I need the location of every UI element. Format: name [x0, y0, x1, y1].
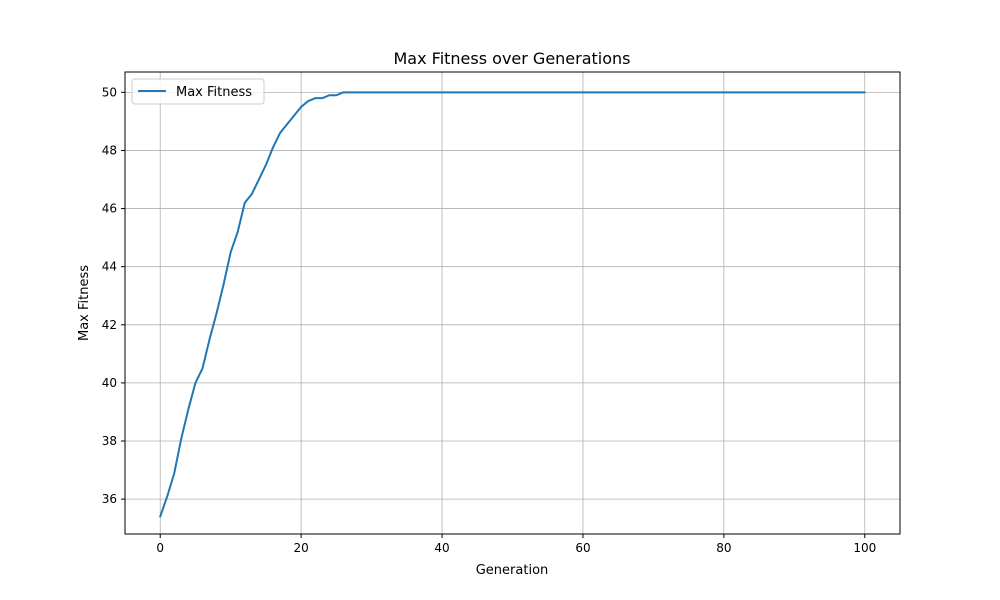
x-tick-label: 60 — [575, 541, 590, 555]
legend-label-max-fitness: Max Fitness — [176, 85, 252, 100]
y-tick-label: 46 — [102, 202, 117, 216]
x-axis-label: Generation — [476, 563, 549, 578]
x-tick-label: 100 — [853, 541, 876, 555]
series-layer — [159, 91, 866, 518]
x-tick-label: 0 — [156, 541, 164, 555]
x-axis-ticks: 0 20 40 60 80 100 — [156, 534, 876, 555]
y-tick-label: 44 — [102, 260, 117, 274]
y-tick-label: 38 — [102, 434, 117, 448]
y-tick-label: 40 — [102, 376, 117, 390]
y-axis-label: Max Fitness — [77, 265, 92, 341]
y-tick-label: 48 — [102, 143, 117, 157]
x-tick-label: 40 — [434, 541, 449, 555]
series-line-max-fitness — [159, 91, 866, 518]
x-tick-label: 80 — [716, 541, 731, 555]
chart-title: Max Fitness over Generations — [393, 49, 630, 68]
legend: Max Fitness — [131, 78, 265, 105]
y-tick-label: 36 — [102, 492, 117, 506]
x-tick-label: 20 — [293, 541, 308, 555]
y-tick-label: 42 — [102, 318, 117, 332]
y-tick-label: 50 — [102, 85, 117, 99]
plot-area-frame — [124, 71, 901, 535]
legend-box — [131, 78, 265, 105]
y-axis-ticks: 36 38 40 42 44 46 48 50 — [102, 85, 125, 506]
